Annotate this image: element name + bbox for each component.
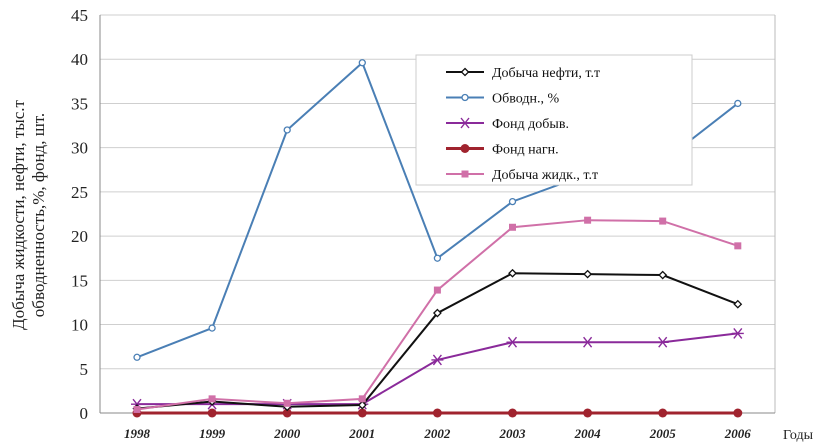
data-point <box>506 336 519 348</box>
x-tick-label: 2006 <box>724 426 752 441</box>
data-point <box>734 242 742 250</box>
y-tick-label: 25 <box>71 183 88 202</box>
data-point <box>509 223 516 231</box>
data-point <box>733 408 743 418</box>
data-point <box>583 408 593 418</box>
y-tick-label: 35 <box>71 94 88 113</box>
x-axis-label: Годы <box>783 428 814 443</box>
x-tick-label: 1999 <box>199 426 226 441</box>
y-tick-label: 15 <box>71 271 88 290</box>
data-point <box>208 395 216 403</box>
y-tick-label: 0 <box>80 404 89 423</box>
legend-label: Фонд добыв. <box>492 117 569 132</box>
data-point <box>508 408 517 418</box>
x-tick-label: 2005 <box>649 426 677 441</box>
data-point <box>584 216 592 224</box>
data-point <box>734 99 742 108</box>
data-point <box>431 354 444 366</box>
data-point <box>508 197 517 206</box>
legend-marker <box>460 144 470 153</box>
data-point <box>731 327 744 339</box>
data-point <box>581 336 594 348</box>
y-tick-label: 10 <box>71 316 88 335</box>
legend-marker <box>461 93 469 102</box>
data-point <box>283 126 291 134</box>
data-point <box>432 308 442 318</box>
legend-label: Добыча нефти, т.т <box>492 66 600 81</box>
data-point <box>282 408 292 418</box>
y-axis-label-1: Добыча жидкости, нефти, тыс.т <box>9 100 28 330</box>
data-point <box>283 399 291 407</box>
legend-label: Фонд нагн. <box>492 143 559 158</box>
data-point <box>583 269 593 279</box>
x-tick-label: 1998 <box>124 426 151 441</box>
y-tick-label: 30 <box>71 139 88 158</box>
data-point <box>433 286 441 294</box>
data-point <box>133 353 141 361</box>
y-axis-label-2: обводненность,%, фонд, шт. <box>29 113 48 317</box>
x-tick-label: 2001 <box>348 426 375 441</box>
legend-marker <box>460 67 470 77</box>
data-point <box>659 217 667 225</box>
legend-marker <box>461 170 469 178</box>
x-tick-label: 2003 <box>499 426 527 441</box>
data-point <box>133 405 141 413</box>
data-point <box>508 268 517 278</box>
data-point <box>658 270 668 280</box>
data-point <box>207 408 217 418</box>
data-point <box>733 299 743 309</box>
x-tick-label: 2000 <box>273 426 301 441</box>
data-point <box>357 408 367 418</box>
legend-label: Обводн., % <box>492 92 559 107</box>
data-point <box>656 336 669 348</box>
y-tick-label: 45 <box>71 6 88 25</box>
x-tick-label: 2002 <box>423 426 451 441</box>
data-point <box>357 400 367 410</box>
y-tick-label: 20 <box>71 227 88 246</box>
y-tick-label: 40 <box>71 50 88 69</box>
legend-marker <box>459 117 471 129</box>
y-tick-label: 5 <box>80 360 89 379</box>
data-point <box>433 254 442 262</box>
data-point <box>358 395 366 403</box>
legend-label: Добыча жидк., т.т <box>492 168 598 183</box>
x-tick-label: 2004 <box>574 426 602 441</box>
legend: Добыча нефти, т.т Обводн., % Фонд добыв. Фо… <box>415 54 693 186</box>
data-point <box>432 408 442 418</box>
data-point <box>208 324 216 332</box>
data-point <box>358 59 366 67</box>
data-point <box>658 408 668 418</box>
